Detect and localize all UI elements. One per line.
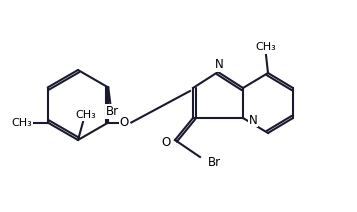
Text: CH₃: CH₃ (11, 117, 32, 127)
Text: N: N (248, 113, 257, 127)
Text: N: N (215, 59, 223, 71)
Text: CH₃: CH₃ (256, 42, 276, 52)
Text: Br: Br (106, 105, 119, 118)
Text: CH₃: CH₃ (76, 110, 96, 120)
Text: Br: Br (207, 155, 221, 169)
Text: O: O (161, 137, 171, 149)
Text: O: O (120, 116, 129, 129)
